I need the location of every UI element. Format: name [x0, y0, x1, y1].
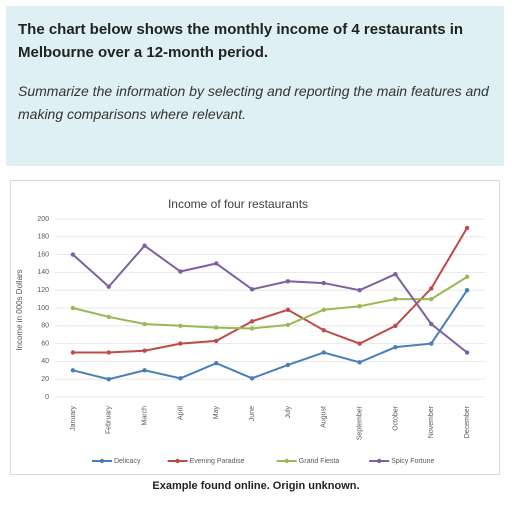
x-tick-label: October: [392, 405, 399, 431]
y-tick-label: 100: [37, 305, 49, 312]
y-tick-label: 60: [41, 340, 49, 347]
point: [285, 322, 291, 328]
chart: Income of four restaurants Income in 000…: [10, 180, 500, 475]
legend-label: Grand Fiesta: [299, 458, 340, 465]
y-tick-label: 80: [41, 323, 49, 330]
x-tick-label: August: [321, 406, 328, 428]
point: [357, 288, 362, 293]
line-series: [72, 289, 468, 381]
point: [178, 376, 183, 381]
point: [321, 328, 326, 333]
y-tick-label: 0: [45, 394, 49, 401]
point: [142, 321, 147, 327]
x-tick-label: June: [249, 406, 256, 421]
y-tick-label: 200: [37, 216, 49, 223]
legend-marker: [175, 458, 180, 464]
point: [393, 271, 398, 277]
point: [285, 307, 291, 312]
instruction: Summarize the information by selecting a…: [18, 83, 489, 122]
point: [70, 252, 76, 257]
x-tick-label: March: [141, 406, 148, 426]
x-tick-label: April: [177, 406, 184, 420]
caption: Example found online. Origin unknown.: [152, 480, 360, 492]
point: [321, 280, 326, 286]
point: [464, 288, 470, 293]
point: [393, 344, 398, 350]
legend-label: Evening Paradise: [190, 458, 245, 465]
legend-marker: [284, 458, 289, 464]
point: [321, 307, 326, 312]
point: [464, 274, 470, 280]
point: [142, 243, 147, 248]
line-series: [72, 244, 468, 354]
point: [249, 287, 255, 292]
point: [178, 341, 183, 346]
y-tick-label: 160: [37, 251, 49, 258]
point: [429, 341, 434, 346]
point: [106, 284, 111, 289]
legend-label: Delicacy: [114, 458, 141, 465]
point: [106, 314, 111, 320]
point: [142, 348, 147, 353]
point: [178, 323, 183, 328]
x-tick-label: January: [70, 406, 77, 431]
y-axis-label: Income in 000s Dollars: [15, 269, 24, 350]
point: [429, 286, 434, 291]
point: [249, 326, 255, 331]
point: [214, 261, 219, 266]
point: [464, 350, 470, 355]
point: [70, 305, 76, 311]
point: [285, 362, 291, 368]
line-series: [72, 227, 468, 354]
legend-label: Spicy Fortune: [391, 458, 434, 465]
prompt-box: The chart below shows the monthly income…: [6, 6, 504, 166]
point: [357, 360, 362, 365]
y-tick-label: 180: [37, 234, 49, 241]
point: [357, 341, 362, 346]
y-tick-label: 120: [37, 287, 49, 294]
x-tick-label: July: [285, 406, 292, 419]
y-tick-label: 40: [41, 358, 49, 365]
point: [393, 323, 398, 328]
point: [429, 296, 434, 302]
chart-title: Income of four restaurants: [168, 197, 308, 211]
point: [321, 350, 326, 355]
point: [214, 338, 219, 344]
line-series: [72, 276, 468, 330]
x-tick-label: September: [356, 405, 363, 440]
point: [429, 321, 434, 327]
point: [70, 368, 76, 373]
point: [393, 296, 398, 302]
point: [106, 377, 111, 382]
x-tick-label: November: [428, 405, 435, 438]
point: [214, 325, 219, 330]
point: [214, 360, 219, 366]
y-tick-label: 140: [37, 269, 49, 276]
legend-marker: [99, 458, 105, 464]
point: [178, 269, 183, 274]
point: [106, 350, 111, 355]
heading: The chart below shows the monthly income…: [18, 21, 464, 61]
point: [249, 319, 255, 324]
x-tick-label: December: [464, 405, 471, 438]
x-tick-label: May: [213, 406, 220, 420]
point: [70, 350, 76, 355]
x-tick-label: February: [106, 406, 113, 435]
point: [249, 376, 255, 381]
point: [464, 225, 470, 231]
legend-marker: [377, 458, 382, 464]
point: [142, 368, 147, 373]
point: [285, 279, 291, 284]
y-tick-label: 20: [41, 376, 49, 383]
point: [357, 304, 362, 309]
